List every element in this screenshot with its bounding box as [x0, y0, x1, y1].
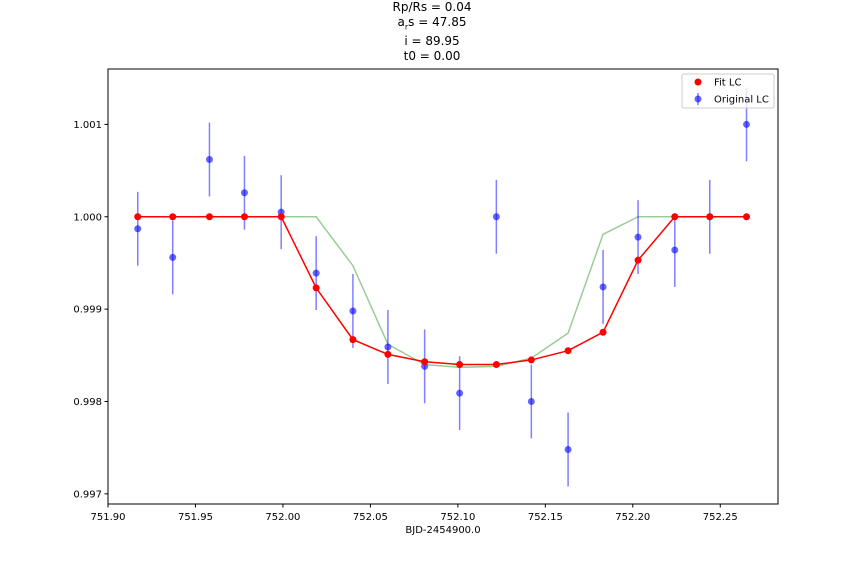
x-tick-label: 752.15: [528, 512, 563, 523]
plot-frame: [107, 68, 779, 505]
x-tick-label: 752.25: [703, 512, 738, 523]
x-tick-label: 751.90: [91, 512, 126, 523]
title-line-inclination: i = 89.95: [404, 34, 460, 49]
legend-original-marker: [694, 95, 702, 103]
legend-box: [681, 73, 775, 109]
x-tick-label: 752.10: [440, 512, 475, 523]
fit-point: [384, 350, 392, 358]
original-point: [743, 120, 751, 128]
fit-layer: [134, 213, 751, 369]
fit-point: [743, 213, 751, 221]
fit-point: [564, 347, 572, 355]
fit-point: [492, 361, 500, 369]
y-tick-label: 0.997: [73, 489, 102, 500]
fit-point: [240, 213, 248, 221]
fit-point: [312, 284, 320, 292]
original-point: [134, 225, 142, 233]
x-tick-label: 752.05: [353, 512, 388, 523]
fit-point: [671, 213, 679, 221]
original-point: [240, 189, 248, 197]
original-points-layer: [134, 120, 751, 454]
legend-fit-marker: [694, 78, 702, 86]
y-axis: 0.997 0.998 0.999 1.000 1.001: [73, 120, 108, 500]
original-point: [564, 446, 572, 454]
x-tick-label: 751.95: [178, 512, 213, 523]
fit-point: [634, 256, 642, 264]
fit-point: [205, 213, 213, 221]
errorbar-layer: [136, 87, 748, 487]
original-point: [312, 269, 320, 277]
fit-line: [137, 216, 747, 366]
title-line-t0: t0 = 0.00: [403, 48, 461, 63]
legend-fit-label: Fit LC: [714, 78, 741, 89]
title-line-a-rs: ars = 47.85: [397, 14, 467, 31]
original-point: [205, 156, 213, 164]
fit-point: [527, 356, 535, 364]
x-tick-label: 752.20: [615, 512, 650, 523]
y-tick-label: 1.001: [73, 120, 102, 131]
fit-point: [349, 336, 357, 344]
original-point: [169, 253, 177, 261]
original-point: [456, 389, 464, 397]
fit-point: [134, 213, 142, 221]
original-point: [671, 246, 679, 254]
fit-point: [456, 361, 464, 369]
y-tick-label: 1.000: [73, 212, 102, 223]
x-tick-label: 752.00: [265, 512, 300, 523]
original-point: [527, 397, 535, 405]
legend-original-label: Original LC: [714, 95, 769, 106]
fit-point: [599, 328, 607, 336]
fit-point: [277, 213, 285, 221]
y-tick-label: 0.998: [73, 397, 102, 408]
original-point: [634, 233, 642, 241]
chart-title: Rp/Rs = 0.04 ars = 47.85 i = 89.95 t0 = …: [0, 0, 864, 63]
fit-point: [169, 213, 177, 221]
fit-point: [421, 358, 429, 366]
legend: Fit LC Original LC: [681, 73, 775, 109]
y-tick-label: 0.999: [73, 305, 102, 316]
original-point: [384, 343, 392, 351]
title-line-rp-rs: Rp/Rs = 0.04: [392, 0, 472, 14]
original-point: [599, 283, 607, 291]
x-axis: 751.90 751.95 752.00 752.05 752.10 752.15 752.…: [91, 504, 738, 523]
x-axis-label: BJD-2454900.0: [405, 525, 480, 536]
fit-point: [706, 213, 714, 221]
original-point: [349, 307, 357, 315]
original-point: [492, 213, 500, 221]
